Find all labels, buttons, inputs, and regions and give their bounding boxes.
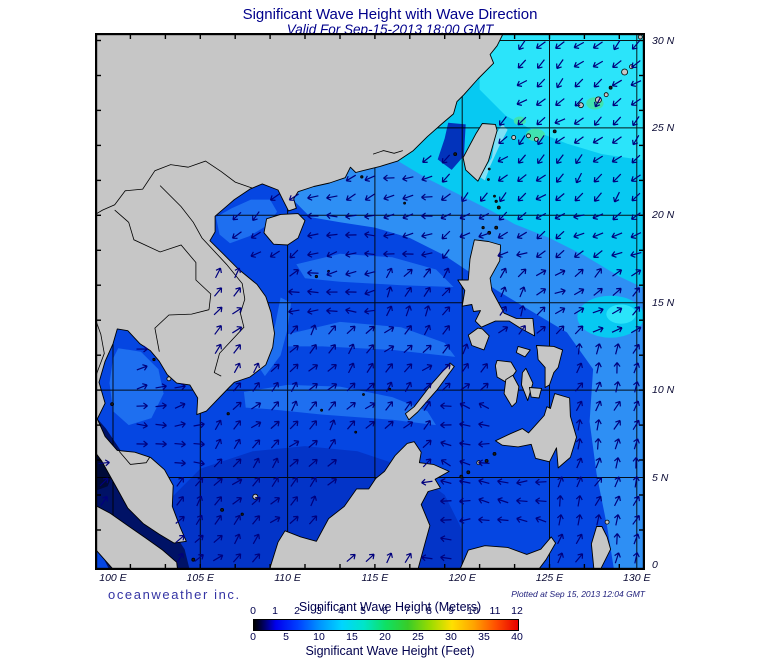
legend-meters-tick-1: 1 — [272, 605, 278, 617]
plotted-timestamp: Plotted at Sep 15, 2013 12:04 GMT — [511, 589, 645, 599]
legend-feet-tick-0: 0 — [250, 631, 256, 643]
chart-title: Significant Wave Height with Wave Direct… — [242, 6, 538, 23]
x-axis-label-105E: 105 E — [186, 572, 214, 584]
legend-meters-tick-11: 11 — [489, 605, 501, 617]
asia-mainland — [95, 33, 504, 544]
y-axis-label-0: 0 — [652, 558, 658, 571]
legend-meters-tick-3: 3 — [316, 605, 322, 617]
x-axis-label-130E: 130 E — [623, 572, 651, 584]
legend-meters-tick-5: 5 — [360, 605, 366, 617]
y-axis-label-10N: 10 N — [652, 384, 675, 397]
legend-meters-tick-4: 4 — [338, 605, 344, 617]
x-axis-label-120E: 120 E — [448, 572, 476, 584]
wave-direction-arrows — [98, 40, 642, 564]
y-axis-label-20N: 20 N — [652, 209, 675, 222]
legend-colorbar — [253, 619, 519, 631]
x-axis-label-100E: 100 E — [99, 572, 127, 584]
legend-feet-tick-5: 5 — [283, 631, 289, 643]
map-frame — [95, 33, 645, 570]
land-masses — [95, 33, 612, 570]
x-axis-label-110E: 110 E — [274, 572, 301, 584]
country-borders — [95, 150, 403, 465]
legend-feet-tick-20: 20 — [379, 631, 391, 643]
legend-meters-tick-12: 12 — [511, 605, 523, 617]
legend-feet-tick-35: 35 — [478, 631, 490, 643]
x-axis-label-125E: 125 E — [535, 572, 564, 584]
legend-meters-tick-8: 8 — [426, 605, 432, 617]
legend-meters-tick-10: 10 — [467, 605, 479, 617]
legend-feet-tick-10: 10 — [313, 631, 325, 643]
legend-feet-label: Significant Wave Height (Feet) — [305, 644, 475, 658]
y-axis-label-15N: 15 N — [652, 296, 675, 309]
legend-meters-tick-6: 6 — [382, 605, 388, 617]
legend-feet-tick-40: 40 — [511, 631, 523, 643]
legend-feet-tick-25: 25 — [412, 631, 424, 643]
y-axis-label-25N: 25 N — [652, 121, 675, 134]
wave-map-svg — [95, 33, 645, 570]
y-axis-label-5N: 5 N — [652, 471, 669, 484]
legend-meters-tick-2: 2 — [294, 605, 300, 617]
oceanweather-brand: oceanweather inc. — [108, 587, 241, 602]
legend-meters-label: Significant Wave Height (Meters) — [298, 600, 482, 614]
y-axis-label-30N: 30 N — [652, 34, 675, 47]
x-axis-label-115E: 115 E — [361, 572, 389, 584]
legend-feet-tick-15: 15 — [346, 631, 358, 643]
map-area — [95, 33, 645, 570]
legend-meters-tick-7: 7 — [404, 605, 410, 617]
legend-meters-tick-0: 0 — [250, 605, 256, 617]
legend-meters-tick-9: 9 — [448, 605, 454, 617]
legend-feet-tick-30: 30 — [445, 631, 457, 643]
